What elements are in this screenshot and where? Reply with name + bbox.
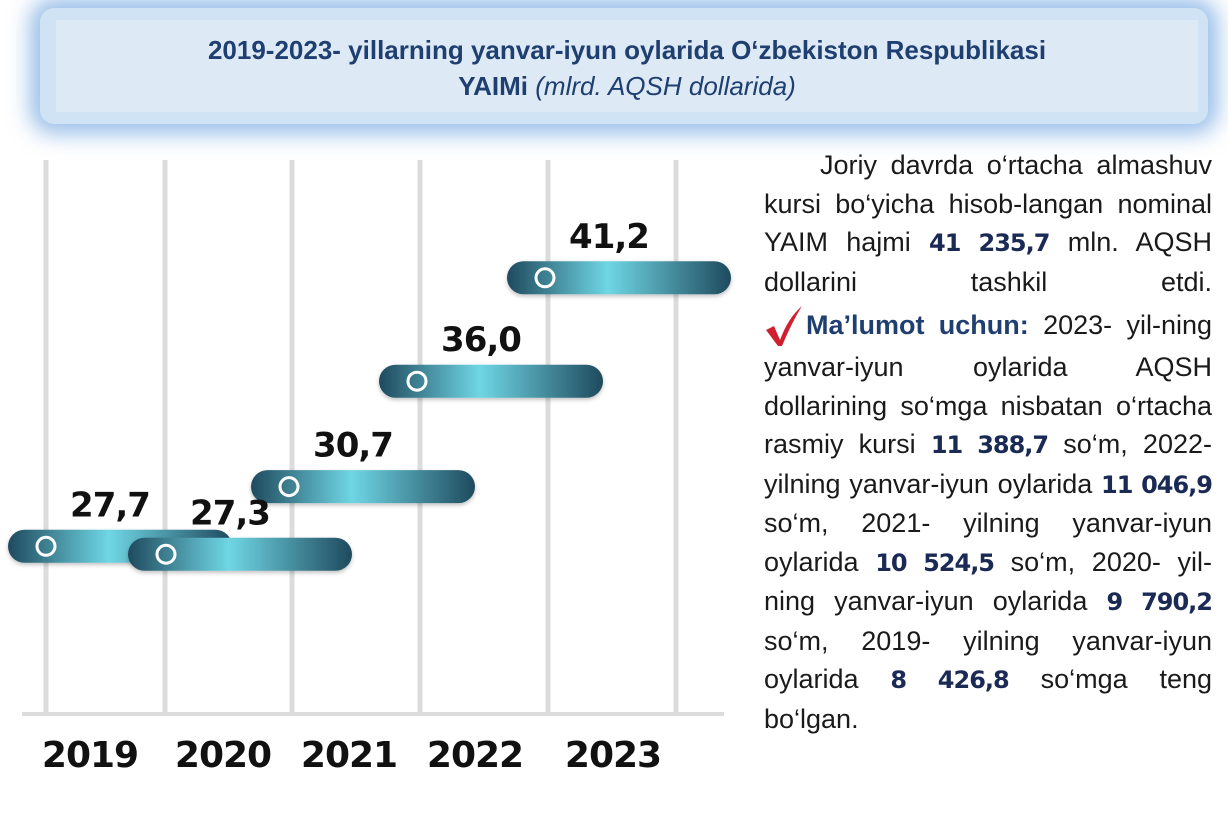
chart-title-line1: 2019-2023- yillarning yanvar-iyun oylari… — [207, 35, 1047, 65]
rate-2020: 9 790,2 — [1106, 588, 1213, 616]
gdp-paragraph: Joriy davrda o‘rtacha almashuv kursi bo‘… — [764, 146, 1212, 301]
value-label-2023: 41,2 — [569, 217, 649, 257]
value-label-2021: 30,7 — [313, 426, 393, 466]
year-labels: 2019 2020 2021 2022 2023 — [42, 735, 662, 776]
value-labels: 27,7 27,3 30,7 36,0 41,2 — [70, 217, 650, 533]
grid-lines — [43, 160, 679, 714]
note-text-a: 2023- yil-ning yanvar-iyun oylarida AQSH… — [764, 310, 1212, 459]
chart-title-banner: 2019-2023- yillarning yanvar-iyun oylari… — [56, 20, 1198, 112]
year-label-2022: 2022 — [427, 735, 523, 776]
note-text-e: so‘m, 2019- yilning yanvar-iyun oylarida — [764, 625, 1212, 695]
chart-title-unit: (mlrd. AQSH dollarida) — [535, 71, 796, 101]
gdp-chart: 27,7 27,3 30,7 36,0 41,2 2019 2020 2021 2022 202… — [8, 160, 731, 776]
chart-title-bold: YAIMi — [458, 71, 529, 101]
rate-2019: 8 426,8 — [890, 666, 1009, 694]
bar-marker-2019 — [35, 535, 57, 557]
note-text-f: so‘mga teng bo‘lgan. — [764, 664, 1212, 734]
bar-2021 — [251, 470, 475, 504]
note-label: Ma’lumot uchun: — [806, 310, 1029, 340]
checkmark-icon — [766, 306, 802, 346]
bar-2023 — [507, 261, 731, 295]
bar-2022 — [379, 364, 603, 398]
gdp-text-b: mln. AQSH dollarini tashkil etdi. — [764, 227, 1212, 297]
chart-title-line2: YAIMi (mlrd. AQSH dollarida) — [56, 68, 1198, 104]
bar-2020 — [128, 537, 352, 571]
bar-marker-2021 — [278, 476, 300, 498]
note-text-c: so‘m, 2021- yilning yanvar-iyun oylarida — [764, 508, 1212, 577]
year-label-2020: 2020 — [175, 735, 271, 776]
gdp-text-a: Joriy davrda o‘rtacha almashuv kursi bo‘… — [764, 150, 1212, 257]
year-label-2019: 2019 — [42, 735, 138, 776]
bar-marker-2022 — [406, 370, 428, 392]
bar-marker-2023 — [534, 267, 556, 289]
bar-marker-2020 — [155, 543, 177, 565]
year-label-2021: 2021 — [301, 735, 397, 776]
rate-2022: 11 046,9 — [1101, 470, 1213, 499]
gdp-value: 41 235,7 — [929, 229, 1050, 257]
note-text-d: so‘m, 2020- yil-ning yanvar-iyun oylarid… — [764, 546, 1212, 617]
description-text: Joriy davrda o‘rtacha almashuv kursi bo‘… — [764, 146, 1213, 738]
value-label-2020: 27,3 — [190, 493, 270, 533]
rate-2021: 10 524,5 — [875, 548, 995, 577]
bars — [8, 261, 731, 571]
rate-2023: 11 388,7 — [930, 431, 1049, 459]
exchange-rate-note: Ma’lumot uchun: 2023- yil-ning yanvar-iy… — [764, 304, 1213, 738]
value-label-2019: 27,7 — [70, 485, 150, 525]
value-label-2022: 36,0 — [441, 320, 521, 360]
year-label-2023: 2023 — [565, 735, 661, 776]
note-text-b: so‘m, 2022- yilning yanvar-iyun oylarida — [764, 429, 1212, 499]
